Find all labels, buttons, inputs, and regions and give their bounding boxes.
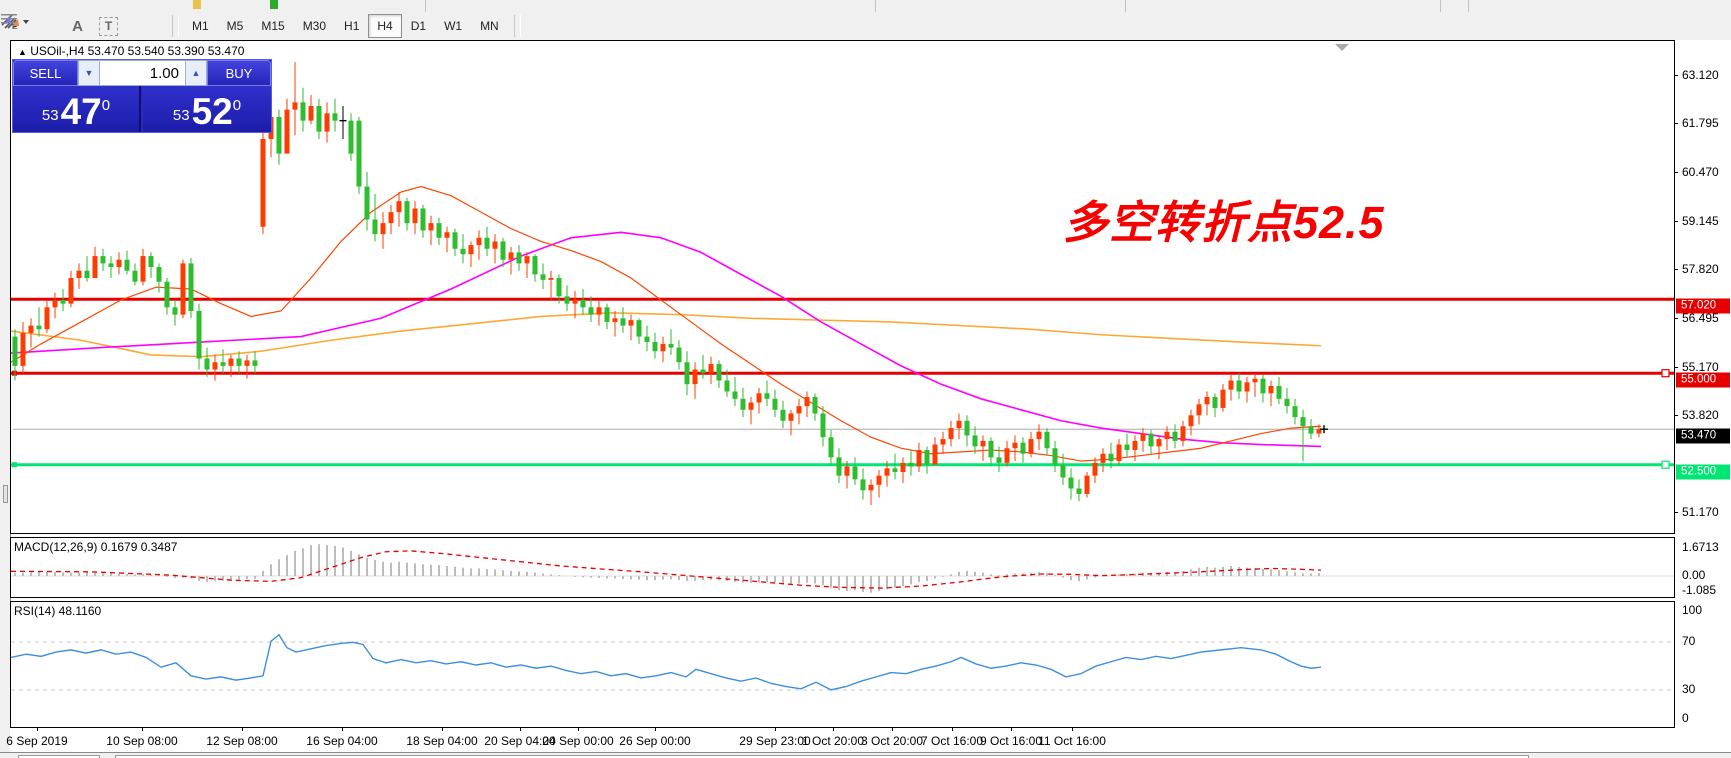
- macd-indicator-pane[interactable]: [10, 537, 1675, 598]
- time-axis-label: 1 Oct 20:00: [801, 734, 865, 748]
- macd-canvas[interactable]: [11, 538, 1674, 597]
- collapse-quote-arrow-icon[interactable]: ▲: [18, 47, 27, 57]
- svg-text:F: F: [12, 24, 16, 30]
- text-label-tool-icon[interactable]: A: [72, 17, 83, 35]
- price-badge-52.500: 52.500: [1676, 464, 1730, 479]
- macd-label: MACD(12,26,9) 0.1679 0.3487: [14, 540, 178, 554]
- time-axis-label: 29 Sep 23:00: [739, 734, 811, 748]
- buy-button[interactable]: BUY: [207, 60, 271, 86]
- toolbar-separator: [513, 15, 521, 37]
- timeframe-button-group: M1 M5 M15 M30 H1 H4 D1 W1 MN: [183, 14, 508, 38]
- price-axis-label: 55.170: [1682, 360, 1719, 374]
- price-axis[interactable]: 63.120 61.795 60.470 59.145 57.820 56.495 55.1…: [1675, 40, 1731, 752]
- macd-axis-label: 0.00: [1682, 568, 1706, 582]
- symbol-ohlc-label: ▲ USOil-,H4 53.470 53.540 53.390 53.470: [18, 44, 245, 58]
- timeframe-button-d1[interactable]: D1: [410, 19, 427, 33]
- timeframe-button-w1[interactable]: W1: [444, 19, 463, 33]
- main-chart-pane[interactable]: [10, 40, 1675, 534]
- timeframe-button-h1[interactable]: H1: [344, 19, 360, 33]
- fibonacci-tool-icon[interactable]: F: [1, 13, 61, 39]
- chart-toolbar: E F A T M1 M5 M15 M30 H1 H4 D1 W1 MN: [0, 12, 1731, 41]
- volume-increase-button[interactable]: ▲: [185, 60, 207, 86]
- rsi-label: RSI(14) 48.1160: [14, 604, 102, 618]
- chart-shift-marker-icon: [1335, 44, 1349, 51]
- time-axis-label: 18 Sep 04:00: [406, 734, 478, 748]
- price-badge-53.470: 53.470: [1676, 428, 1730, 443]
- price-axis-label: 60.470: [1682, 165, 1719, 179]
- time-axis-label: 10 Sep 08:00: [106, 734, 178, 748]
- price-axis-label: 56.495: [1682, 311, 1719, 325]
- time-axis-label: 12 Sep 08:00: [206, 734, 278, 748]
- new-order-icon[interactable]: [193, 0, 201, 9]
- time-axis-label: 11 Oct 16:00: [1038, 734, 1106, 748]
- hline-drag-handle: [1661, 460, 1670, 469]
- volume-decrease-button[interactable]: ▼: [78, 60, 100, 86]
- time-axis-label: 6 Sep 2019: [6, 734, 68, 748]
- time-axis-label: 16 Sep 04:00: [306, 734, 378, 748]
- time-axis-label: 26 Sep 00:00: [619, 734, 691, 748]
- macd-axis-label: 1.6713: [1682, 540, 1719, 554]
- sell-price-display[interactable]: 53 47 0: [13, 86, 141, 132]
- sell-button[interactable]: SELL: [13, 60, 78, 86]
- price-axis-label: 61.795: [1682, 116, 1719, 130]
- price-badge-55.000: 55.000: [1676, 372, 1730, 387]
- price-axis-label: 57.820: [1682, 262, 1719, 276]
- timeframe-button-m15[interactable]: M15: [261, 19, 285, 33]
- rsi-indicator-pane[interactable]: [10, 601, 1675, 728]
- volume-input[interactable]: 1.00: [100, 60, 185, 86]
- timeframe-button-h4[interactable]: H4: [368, 14, 402, 38]
- rsi-axis-label: 100: [1682, 603, 1703, 617]
- rsi-axis-label: 0: [1682, 711, 1689, 725]
- svg-text:E: E: [13, 24, 18, 30]
- timeframe-button-mn[interactable]: MN: [480, 19, 499, 33]
- rsi-axis-label: 70: [1682, 634, 1696, 648]
- buy-price-display[interactable]: 53 52 0: [143, 86, 271, 132]
- time-axis[interactable]: 6 Sep 2019 10 Sep 08:00 12 Sep 08:00 16 Sep…: [6, 728, 1675, 752]
- timeframe-button-m1[interactable]: M1: [192, 19, 209, 33]
- text-tool-icon[interactable]: T: [94, 13, 123, 39]
- rsi-canvas[interactable]: [11, 602, 1674, 727]
- main-chart-canvas[interactable]: [11, 41, 1674, 533]
- time-axis-label: 9 Oct 16:00: [979, 734, 1043, 748]
- hline-drag-handle: [12, 462, 17, 468]
- autotrading-icon[interactable]: [270, 0, 278, 9]
- arrows-tool-icon[interactable]: [4, 13, 165, 39]
- time-axis-label: 3 Oct 20:00: [860, 734, 924, 748]
- time-axis-label: 20 Sep 04:00: [484, 734, 556, 748]
- one-click-trading-panel: SELL ▼ 1.00 ▲ BUY 53 47 0 53 52 0: [12, 59, 272, 133]
- price-axis-label: 53.820: [1682, 408, 1719, 422]
- rsi-axis-label: 30: [1682, 682, 1696, 696]
- price-axis-label: 63.120: [1682, 68, 1719, 82]
- price-axis-label: 59.145: [1682, 214, 1719, 228]
- price-axis-label: 51.170: [1682, 505, 1719, 519]
- time-axis-label: 24 Sep 00:00: [542, 734, 614, 748]
- time-axis-label: 7 Oct 16:00: [920, 734, 984, 748]
- price-badge-57.020: 57.020: [1676, 298, 1730, 313]
- macd-axis-label: -1.085: [1682, 583, 1717, 597]
- bottom-status-strip: [0, 752, 1731, 758]
- timeframe-button-m30[interactable]: M30: [302, 19, 327, 33]
- toolbar-separator: [172, 15, 179, 37]
- chart-annotation-text[interactable]: 多空转折点52.5: [1063, 197, 1385, 248]
- hline-drag-handle: [1661, 369, 1670, 378]
- timeframe-button-m5[interactable]: M5: [226, 19, 244, 33]
